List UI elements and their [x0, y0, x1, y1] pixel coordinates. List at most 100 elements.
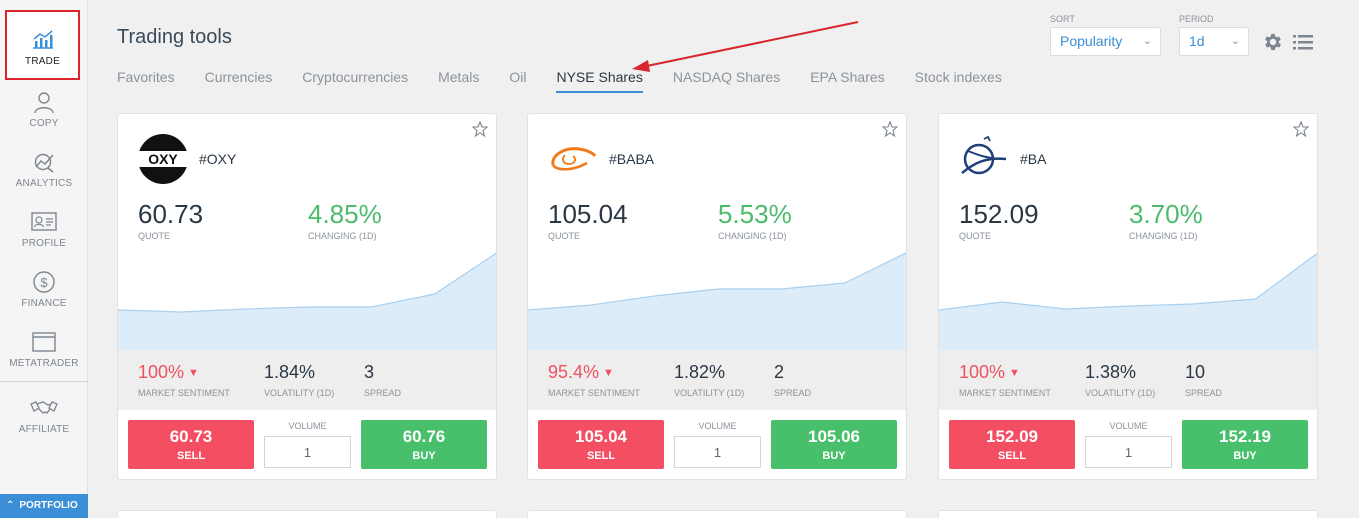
list-view-icon[interactable]	[1292, 32, 1314, 52]
sentiment-value: 100% ▼	[138, 362, 199, 383]
volume-label: VOLUME	[288, 421, 327, 431]
sparkline-chart	[939, 252, 1317, 350]
sentiment-label: MARKET SENTIMENT	[138, 388, 230, 398]
sentiment-value: 100% ▼	[959, 362, 1020, 383]
sentiment-label: MARKET SENTIMENT	[548, 388, 640, 398]
instrument-card[interactable]: #BA 152.09 QUOTE 3.70% CHANGING (1D) 100…	[938, 113, 1318, 480]
sparkline-line	[939, 252, 1317, 311]
gear-icon[interactable]	[1262, 31, 1284, 53]
instrument-card[interactable]: #BABA 105.04 QUOTE 5.53% CHANGING (1D) 9…	[527, 113, 907, 480]
chevron-down-icon: ⌄	[1230, 35, 1240, 47]
sentiment-text: 100%	[959, 362, 1006, 382]
buy-price: 152.19	[1219, 427, 1271, 446]
stats-bar: 100% ▼ MARKET SENTIMENT 1.38% VOLATILITY …	[939, 350, 1317, 410]
buy-button[interactable]: 105.06 BUY	[771, 420, 897, 469]
change-label: CHANGING (1D)	[308, 231, 377, 241]
star-icon[interactable]	[882, 121, 898, 137]
volatility-value: 1.38%	[1085, 362, 1137, 382]
volume-input[interactable]	[264, 436, 351, 468]
sparkline-area	[528, 252, 906, 350]
sidebar-item-metatrader[interactable]: METATRADER	[0, 330, 88, 388]
dollar-coin-icon: $	[33, 271, 55, 293]
tab-stock-indexes[interactable]: Stock indexes	[914, 69, 1002, 85]
sidebar: TRADE COPY ANALYTICS PROFILE $ FINANCE	[0, 0, 88, 518]
instrument-card-peek	[117, 510, 497, 518]
analytics-icon	[34, 153, 54, 173]
spread-value: 3	[364, 362, 375, 382]
buy-button[interactable]: 152.19 BUY	[1182, 420, 1308, 469]
portfolio-button[interactable]: ⌃ PORTFOLIO	[0, 494, 88, 518]
person-icon	[34, 92, 54, 114]
spread-label: SPREAD	[1185, 388, 1223, 398]
ticker: #OXY	[199, 151, 237, 167]
logo-text: OXY	[148, 151, 178, 167]
sort-select[interactable]: Popularity ⌄	[1050, 27, 1161, 56]
chevron-down-icon: ⌄	[1142, 35, 1152, 47]
quote-label: QUOTE	[959, 231, 992, 241]
buy-button[interactable]: 60.76 BUY	[361, 420, 487, 469]
star-icon[interactable]	[1293, 121, 1309, 137]
sidebar-item-label: AFFILIATE	[18, 424, 70, 435]
chevron-up-icon: ⌃	[6, 500, 15, 511]
tab-epa-shares[interactable]: EPA Shares	[810, 69, 885, 85]
tab-oil[interactable]: Oil	[509, 69, 527, 85]
sparkline-area	[939, 253, 1317, 350]
change-label: CHANGING (1D)	[1129, 231, 1198, 241]
oxy-logo: OXY	[137, 134, 189, 184]
boeing-logo	[961, 135, 1007, 175]
sell-price: 105.04	[575, 427, 627, 446]
handshake-icon	[30, 401, 58, 414]
sparkline-line	[528, 252, 906, 311]
sell-price: 60.73	[169, 427, 213, 446]
buy-label: BUY	[1233, 450, 1257, 462]
tab-nyse-shares[interactable]: NYSE Shares	[556, 69, 643, 93]
tab-cryptocurrencies[interactable]: Cryptocurrencies	[302, 69, 409, 85]
instrument-card-peek	[527, 510, 907, 518]
sell-button[interactable]: 105.04 SELL	[538, 420, 664, 469]
sidebar-item-finance[interactable]: $ FINANCE	[0, 270, 88, 328]
caret-down-icon: ▼	[603, 367, 614, 379]
volatility-label: VOLATILITY (1D)	[674, 388, 745, 398]
sidebar-item-trade[interactable]: TRADE	[5, 10, 80, 80]
sell-button[interactable]: 152.09 SELL	[949, 420, 1075, 469]
period-select[interactable]: 1d ⌄	[1179, 27, 1249, 56]
sidebar-item-label: FINANCE	[21, 298, 67, 309]
sell-button[interactable]: 60.73 SELL	[128, 420, 254, 469]
tab-currencies[interactable]: Currencies	[204, 69, 273, 85]
alibaba-logo	[551, 147, 597, 171]
tab-metals[interactable]: Metals	[438, 69, 480, 85]
sidebar-item-analytics[interactable]: ANALYTICS	[0, 150, 88, 208]
sidebar-item-profile[interactable]: PROFILE	[0, 210, 88, 268]
volatility-value: 1.82%	[674, 362, 726, 382]
volume-input[interactable]	[1085, 436, 1172, 468]
tab-favorites[interactable]: Favorites	[117, 69, 175, 85]
volume-input[interactable]	[674, 436, 761, 468]
portfolio-label: PORTFOLIO	[19, 500, 78, 511]
instrument-card[interactable]: OXY #OXY 60.73 QUOTE 4.85% CHANGING (1D)…	[117, 113, 497, 480]
sparkline-chart	[528, 252, 906, 350]
volatility-label: VOLATILITY (1D)	[1085, 388, 1156, 398]
quote-label: QUOTE	[548, 231, 581, 241]
tab-nasdaq-shares[interactable]: NASDAQ Shares	[672, 69, 781, 85]
star-icon[interactable]	[472, 121, 488, 137]
ticker: #BABA	[609, 151, 655, 167]
buy-price: 60.76	[402, 427, 446, 446]
buy-price: 105.06	[808, 427, 860, 446]
spread-label: SPREAD	[774, 388, 812, 398]
id-card-icon	[31, 212, 57, 231]
sentiment-text: 95.4%	[548, 362, 600, 382]
spread-label: SPREAD	[364, 388, 402, 398]
sidebar-item-copy[interactable]: COPY	[0, 90, 88, 148]
volatility-value: 1.84%	[264, 362, 316, 382]
sparkline-line	[118, 252, 496, 313]
sparkline-area	[118, 253, 496, 350]
ticker: #BA	[1020, 151, 1047, 167]
quote-value: 105.04	[548, 199, 628, 229]
sidebar-item-label: COPY	[29, 118, 59, 129]
sidebar-item-affiliate[interactable]: AFFILIATE	[0, 396, 88, 454]
stats-bar: 95.4% ▼ MARKET SENTIMENT 1.82% VOLATILITY…	[528, 350, 906, 410]
sell-price: 152.09	[986, 427, 1038, 446]
period-label: PERIOD	[1179, 14, 1214, 24]
change-value: 5.53%	[718, 199, 792, 229]
sidebar-item-label: TRADE	[25, 56, 60, 67]
